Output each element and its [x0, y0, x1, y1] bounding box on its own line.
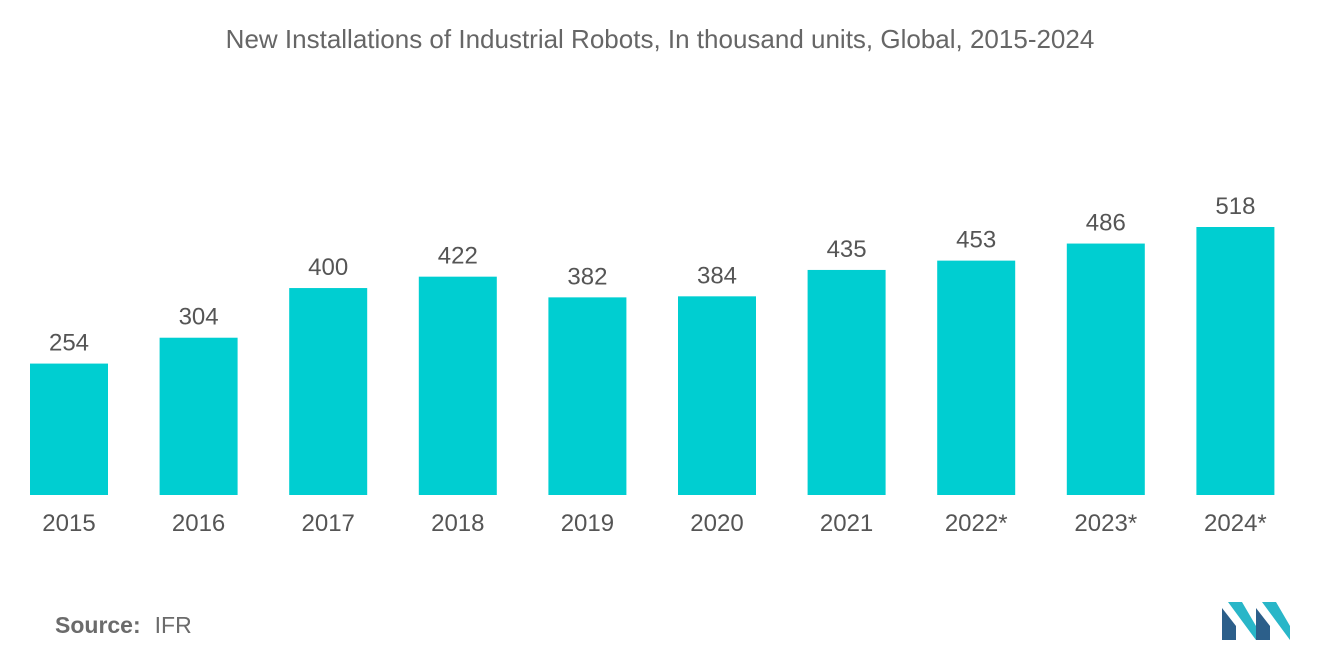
bar-2019: [548, 297, 627, 495]
bar-2021: [807, 269, 886, 495]
value-label-2023: 486: [1086, 210, 1126, 237]
value-label-2016: 304: [179, 304, 219, 331]
x-tick-label-2015: 2015: [42, 510, 95, 537]
mordor-intelligence-logo-icon: [1222, 602, 1290, 640]
bar-2016: [159, 337, 238, 495]
value-label-2021: 435: [827, 236, 867, 263]
x-tick-label-2023: 2023*: [1074, 510, 1137, 537]
x-tick-label-2017: 2017: [302, 510, 355, 537]
source-value: IFR: [154, 612, 192, 638]
bar-2022: [937, 260, 1016, 495]
x-tick-label-2021: 2021: [820, 510, 873, 537]
bar-2024: [1196, 227, 1275, 495]
bar-2020: [678, 296, 756, 495]
x-tick-label-2022: 2022*: [945, 510, 1008, 537]
value-label-2022: 453: [956, 227, 996, 254]
x-tick-label-2024: 2024*: [1204, 510, 1267, 537]
value-label-2024: 518: [1215, 193, 1255, 220]
value-label-2018: 422: [438, 243, 478, 270]
source-label: Source:: [55, 612, 141, 638]
x-tick-labels-group: 2015 2016 2017 2018 2019 2020 2021 2022* 2023* 20…: [42, 510, 1266, 537]
bars-group: [30, 227, 1275, 495]
value-label-2017: 400: [308, 254, 348, 281]
bar-2018: [418, 276, 497, 495]
bar-2023: [1066, 243, 1145, 495]
bar-2017: [289, 288, 368, 495]
value-label-2019: 382: [567, 263, 607, 290]
value-labels-group: 254 304 400 422 382 384 435 453 486 518: [49, 193, 1255, 357]
x-tick-label-2018: 2018: [431, 510, 484, 537]
chart-title: New Installations of Industrial Robots, …: [225, 24, 1095, 54]
x-tick-label-2016: 2016: [172, 510, 225, 537]
bar-2015: [30, 363, 108, 495]
x-tick-label-2020: 2020: [690, 510, 743, 537]
value-label-2020: 384: [697, 262, 737, 289]
source-note: Source: IFR: [55, 612, 192, 639]
value-label-2015: 254: [49, 330, 89, 357]
x-tick-label-2019: 2019: [561, 510, 614, 537]
